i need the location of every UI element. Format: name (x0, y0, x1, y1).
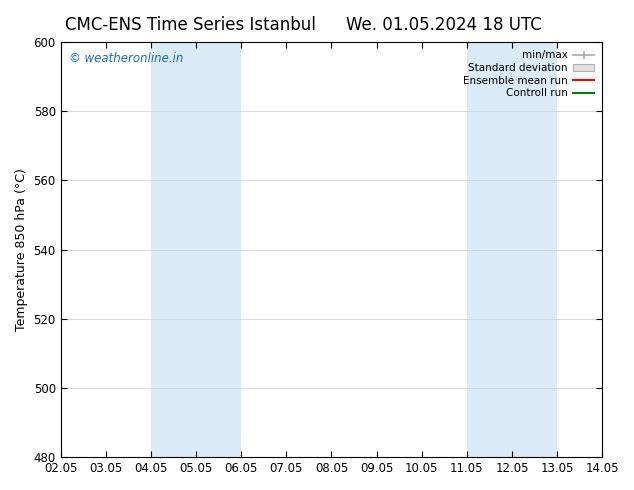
Text: © weatheronline.in: © weatheronline.in (69, 52, 183, 66)
Bar (467, 42, 557, 457)
Y-axis label: Temperature 850 hPa (°C): Temperature 850 hPa (°C) (15, 168, 28, 331)
Text: We. 01.05.2024 18 UTC: We. 01.05.2024 18 UTC (346, 16, 541, 34)
Text: CMC-ENS Time Series Istanbul: CMC-ENS Time Series Istanbul (65, 16, 316, 34)
Bar (151, 42, 241, 457)
Legend: min/max, Standard deviation, Ensemble mean run, Controll run: min/max, Standard deviation, Ensemble me… (460, 47, 597, 101)
